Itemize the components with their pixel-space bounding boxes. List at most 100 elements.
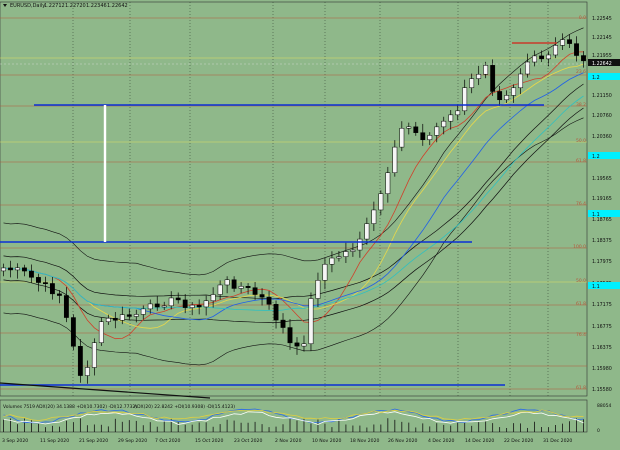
candle-body[interactable] [259, 294, 265, 298]
candle-body[interactable] [469, 78, 475, 88]
price-scale-label: 1.18375 [592, 238, 612, 244]
candle-body[interactable] [287, 327, 293, 344]
candle-body[interactable] [105, 317, 111, 322]
price-scale-label: 1.19165 [592, 196, 612, 202]
candle-body[interactable] [427, 135, 433, 141]
candle-body[interactable] [98, 321, 104, 343]
candle-body[interactable] [147, 303, 153, 310]
candle-body[interactable] [315, 280, 321, 299]
candle-body[interactable] [175, 297, 181, 301]
candle-body[interactable] [364, 223, 370, 240]
candle-body[interactable] [308, 298, 314, 345]
candle-body[interactable] [231, 279, 237, 289]
time-axis-label: 10 Nov 2020 [312, 438, 341, 444]
candle-body[interactable] [224, 279, 230, 286]
candle-body[interactable] [210, 294, 216, 302]
candle-body[interactable] [378, 193, 384, 211]
candle-body[interactable] [189, 304, 195, 308]
time-axis-label: 3 Sep 2020 [2, 438, 28, 444]
candle-body[interactable] [574, 43, 579, 56]
candle-body[interactable] [266, 296, 272, 305]
candle-body[interactable] [504, 95, 510, 101]
candle-body[interactable] [518, 73, 524, 89]
candle-body[interactable] [203, 300, 209, 308]
candle-body[interactable] [43, 282, 48, 284]
candle-body[interactable] [49, 283, 55, 295]
candle-body[interactable] [70, 317, 76, 347]
candle-body[interactable] [385, 172, 391, 194]
candle-body[interactable] [553, 45, 558, 56]
candle-body[interactable] [490, 65, 496, 92]
candle-body[interactable] [546, 54, 551, 60]
candle-body[interactable] [448, 114, 454, 122]
candle-body[interactable] [371, 209, 377, 224]
fib-level-label: 100.0 [573, 244, 586, 250]
candle-body[interactable] [56, 293, 62, 296]
candle-body[interactable] [497, 91, 503, 101]
candle-body[interactable] [581, 55, 586, 62]
candle-body[interactable] [126, 314, 132, 317]
candle-body[interactable] [539, 55, 544, 60]
candle-body[interactable] [399, 128, 405, 148]
candle-body[interactable] [112, 317, 118, 321]
candle-body[interactable] [322, 263, 328, 281]
candle-body[interactable] [301, 343, 307, 347]
candle-body[interactable] [560, 39, 565, 46]
candle-body[interactable] [336, 256, 342, 259]
candle-body[interactable] [217, 284, 223, 295]
candle-body[interactable] [84, 367, 90, 376]
candle-body[interactable] [525, 61, 531, 75]
price-marker [588, 282, 620, 289]
candle-body[interactable] [133, 314, 139, 317]
candle-body[interactable] [91, 342, 97, 368]
candle-body[interactable] [406, 126, 412, 129]
candle-body[interactable] [238, 286, 244, 289]
candle-body[interactable] [357, 238, 363, 251]
candle-body[interactable] [140, 308, 146, 315]
fib-level-label: 61.8 [576, 301, 586, 307]
candle-body[interactable] [441, 120, 447, 128]
candle-body[interactable] [161, 305, 167, 308]
price-scale-label: 1.22545 [592, 16, 612, 22]
candle-body[interactable] [350, 249, 356, 252]
candle-body[interactable] [280, 319, 286, 328]
candle-body[interactable] [252, 287, 258, 295]
candle-body[interactable] [196, 304, 202, 308]
candle-body[interactable] [77, 346, 83, 376]
candle-body[interactable] [1, 267, 6, 272]
candle-body[interactable] [511, 87, 517, 96]
candle-body[interactable] [182, 299, 188, 308]
candle-body[interactable] [329, 257, 335, 265]
price-scale-label: 1.19565 [592, 176, 612, 182]
candle-body[interactable] [392, 146, 398, 173]
time-axis-label: 29 Sep 2020 [118, 438, 147, 444]
candle-body[interactable] [245, 286, 251, 288]
symbol-dropdown-icon[interactable] [3, 4, 7, 7]
candle-body[interactable] [273, 304, 279, 321]
price-scale-label: 1.21150 [592, 93, 612, 99]
candle-body[interactable] [343, 251, 349, 257]
candle-body[interactable] [532, 55, 538, 63]
candle-body[interactable] [29, 270, 34, 278]
candle-body[interactable] [8, 267, 13, 271]
candle-body[interactable] [567, 39, 572, 44]
fib-level-label: 61.8 [576, 385, 586, 391]
candle-body[interactable] [434, 126, 440, 136]
trend-line[interactable] [0, 382, 211, 399]
candle-body[interactable] [119, 314, 125, 321]
candle-body[interactable] [294, 342, 300, 347]
candle-body[interactable] [413, 126, 419, 133]
candle-body[interactable] [63, 295, 69, 318]
candle-body[interactable] [462, 87, 468, 112]
candle-body[interactable] [476, 73, 482, 79]
candle-body[interactable] [22, 267, 27, 272]
candle-body[interactable] [455, 110, 461, 116]
candle-body[interactable] [15, 267, 20, 271]
candle-body[interactable] [168, 297, 174, 307]
candle-body[interactable] [420, 132, 426, 141]
candle-body[interactable] [483, 65, 489, 75]
candle-body[interactable] [154, 303, 160, 308]
candle-body[interactable] [36, 277, 41, 283]
